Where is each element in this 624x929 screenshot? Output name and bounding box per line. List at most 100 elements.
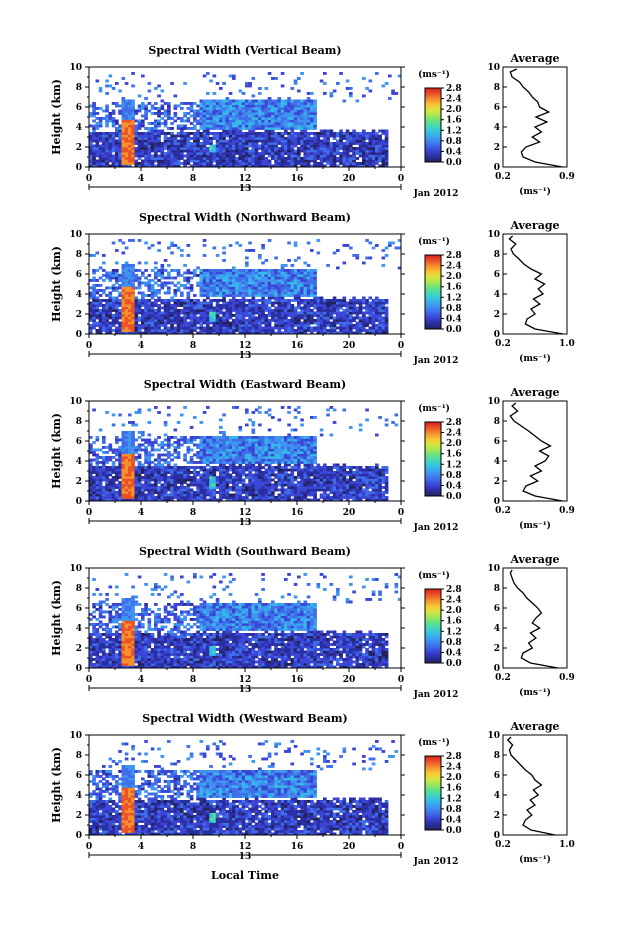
- y-tick-label: 4: [76, 290, 82, 300]
- heatmap-cell: [199, 329, 204, 332]
- heatmap-cell: [89, 159, 93, 163]
- heatmap-cell: [290, 284, 295, 287]
- heatmap-cell: [98, 448, 103, 452]
- heatmap-cell: [105, 114, 109, 118]
- heatmap-cell: [202, 441, 207, 444]
- heatmap-cell: [238, 326, 243, 330]
- heatmap-cell: [219, 139, 223, 143]
- heatmap-cell: [183, 488, 187, 492]
- heatmap-cell: [235, 162, 239, 165]
- heatmap-cell: [170, 117, 174, 120]
- heatmap-cell: [163, 159, 168, 163]
- heatmap-cell: [274, 134, 278, 138]
- heatmap-cell: [199, 104, 204, 108]
- heatmap-cell: [202, 129, 207, 133]
- heatmap-cell: [290, 294, 295, 297]
- heatmap-cell: [264, 107, 269, 110]
- heatmap-cell: [108, 154, 113, 158]
- heatmap-cell: [290, 137, 295, 140]
- heatmap-cell: [293, 329, 298, 332]
- heatmap-cell: [144, 112, 148, 115]
- heatmap-cell: [173, 466, 178, 469]
- heatmap-cell: [118, 314, 122, 317]
- heatmap-cell: [121, 152, 126, 155]
- heatmap-cell: [264, 331, 269, 335]
- heatmap-cell: [115, 496, 119, 499]
- heatmap-cell: [137, 137, 142, 140]
- heatmap-cell: [144, 117, 148, 120]
- heatmap-cell: [137, 154, 142, 158]
- heatmap-cell: [196, 139, 200, 143]
- heatmap-cell: [345, 139, 350, 143]
- heatmap-cell: [134, 451, 139, 454]
- heatmap-cell: [287, 144, 291, 148]
- heatmap-cell: [98, 321, 103, 325]
- heatmap-cell: [170, 152, 174, 155]
- average-profile-line: [508, 235, 564, 335]
- heatmap-cell: [173, 157, 178, 160]
- heatmap-cell: [108, 274, 113, 277]
- heatmap-cell: [238, 129, 243, 133]
- heatmap-cell: [183, 438, 187, 442]
- heatmap-cell: [92, 496, 96, 499]
- heatmap-cell: [147, 466, 152, 469]
- heatmap-cell: [345, 79, 350, 83]
- heatmap-cell: [121, 142, 126, 145]
- heatmap-cell: [378, 314, 382, 317]
- heatmap-cell: [157, 329, 161, 332]
- heatmap-cell: [141, 144, 145, 148]
- average-x-tick-label: 0.2: [495, 339, 511, 349]
- heatmap-cell: [254, 134, 259, 138]
- heatmap-cell: [329, 134, 334, 138]
- heatmap-cell: [251, 114, 256, 118]
- heatmap-cell: [193, 438, 197, 442]
- heatmap-cell: [319, 142, 324, 145]
- heatmap-cell: [212, 493, 217, 497]
- heatmap-cell: [215, 134, 220, 138]
- heatmap-cell: [332, 142, 337, 145]
- heatmap-cell: [111, 286, 116, 290]
- average-y-tick-label: 2: [494, 310, 500, 320]
- heatmap-cell: [95, 132, 100, 135]
- heatmap-cell: [267, 149, 272, 153]
- heatmap-cell: [336, 299, 340, 302]
- heatmap-cell: [176, 154, 181, 158]
- heatmap-cell: [131, 296, 135, 300]
- heatmap-cell: [199, 269, 204, 272]
- heatmap-cell: [238, 117, 243, 120]
- heatmap-cell: [89, 157, 93, 160]
- heatmap-cell: [108, 296, 113, 300]
- heatmap-cell: [297, 314, 301, 317]
- heatmap-cell: [248, 82, 252, 85]
- heatmap-cell: [232, 314, 236, 317]
- heatmap-cell: [303, 147, 308, 150]
- heatmap-cell: [310, 117, 314, 120]
- heatmap-cell: [310, 159, 314, 163]
- heatmap-cell: [180, 491, 184, 494]
- heatmap-cell: [287, 114, 291, 118]
- heatmap-cell: [118, 104, 122, 108]
- heatmap-cell: [254, 331, 259, 335]
- heatmap-cell: [261, 132, 265, 135]
- heatmap-cell: [290, 129, 295, 133]
- heatmap-cell: [378, 147, 382, 150]
- heatmap-cell: [121, 164, 126, 168]
- heatmap-cell: [245, 294, 249, 297]
- heatmap-cell: [261, 301, 265, 305]
- heatmap-cell: [232, 122, 236, 125]
- heatmap-cell: [264, 104, 269, 108]
- heatmap-cell: [124, 157, 129, 160]
- heatmap-cell: [297, 311, 301, 315]
- heatmap-cell: [355, 314, 360, 317]
- heatmap-cell: [206, 127, 210, 130]
- heatmap-cell: [167, 109, 171, 113]
- heatmap-cell: [131, 112, 135, 115]
- heatmap-cell: [95, 448, 100, 452]
- heatmap-cell: [251, 314, 256, 317]
- heatmap-cell: [163, 109, 168, 113]
- heatmap-cell: [232, 294, 236, 297]
- heatmap-cell: [108, 314, 113, 317]
- heatmap-cell: [258, 137, 262, 140]
- heatmap-cell: [118, 239, 122, 242]
- heatmap-cell: [180, 134, 184, 138]
